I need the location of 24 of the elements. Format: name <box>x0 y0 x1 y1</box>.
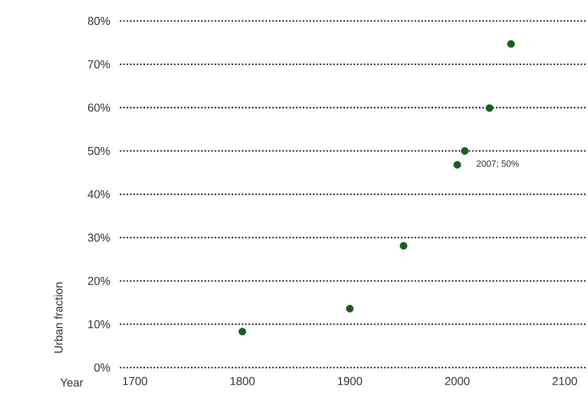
point <box>238 328 246 336</box>
point <box>461 146 469 155</box>
y-axis-title: Urban fraction <box>54 282 63 353</box>
annotation: 2007; 50% <box>476 160 519 168</box>
x-tick-label: 1900 <box>338 376 362 385</box>
y-tick-label: 10% <box>88 320 110 328</box>
y-tick-label: 30% <box>88 233 110 242</box>
point <box>346 304 354 312</box>
y-tick-label: 0% <box>94 363 110 372</box>
y-tick-label: 50% <box>88 146 110 155</box>
x-tick-label: 2000 <box>445 376 470 385</box>
x-tick-label: 1700 <box>123 376 148 385</box>
point <box>486 104 494 112</box>
y-tick-label: 20% <box>88 276 110 285</box>
y-tick-label: 80% <box>88 16 110 25</box>
y-tick-label: 70% <box>88 60 110 68</box>
point <box>507 40 515 48</box>
point <box>453 160 462 168</box>
y-tick-label: 60% <box>88 103 110 112</box>
point <box>400 242 408 250</box>
x-tick-label: 2100 <box>552 376 578 385</box>
x-tick-label: 1800 <box>230 376 255 385</box>
x-axis-title: Year <box>60 378 84 386</box>
y-tick-label: 40% <box>88 190 110 198</box>
